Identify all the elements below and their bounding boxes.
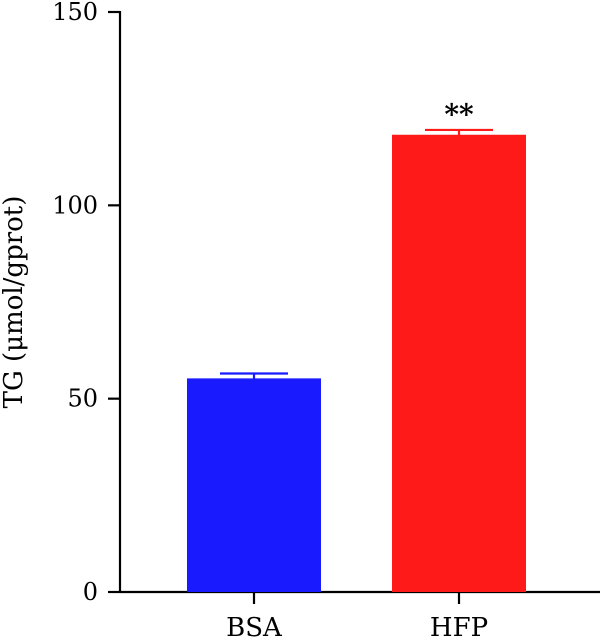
x-tick-label: HFP [430, 613, 488, 640]
y-axis: 0 50 100 150 [52, 0, 122, 606]
annotations: ** [444, 98, 474, 131]
bar-hfp [392, 135, 526, 592]
y-tick-label: 100 [52, 191, 98, 219]
y-tick-label: 50 [67, 385, 98, 413]
significance-marker: ** [444, 98, 474, 131]
y-tick-label: 0 [83, 578, 98, 606]
x-tick-label: BSA [226, 613, 283, 640]
y-tick-label: 150 [52, 0, 98, 26]
y-axis-title: TG (μmol/gprot) [0, 196, 29, 409]
x-axis: BSA HFP [120, 590, 600, 640]
bars [187, 128, 526, 592]
bar-bsa [187, 379, 321, 592]
